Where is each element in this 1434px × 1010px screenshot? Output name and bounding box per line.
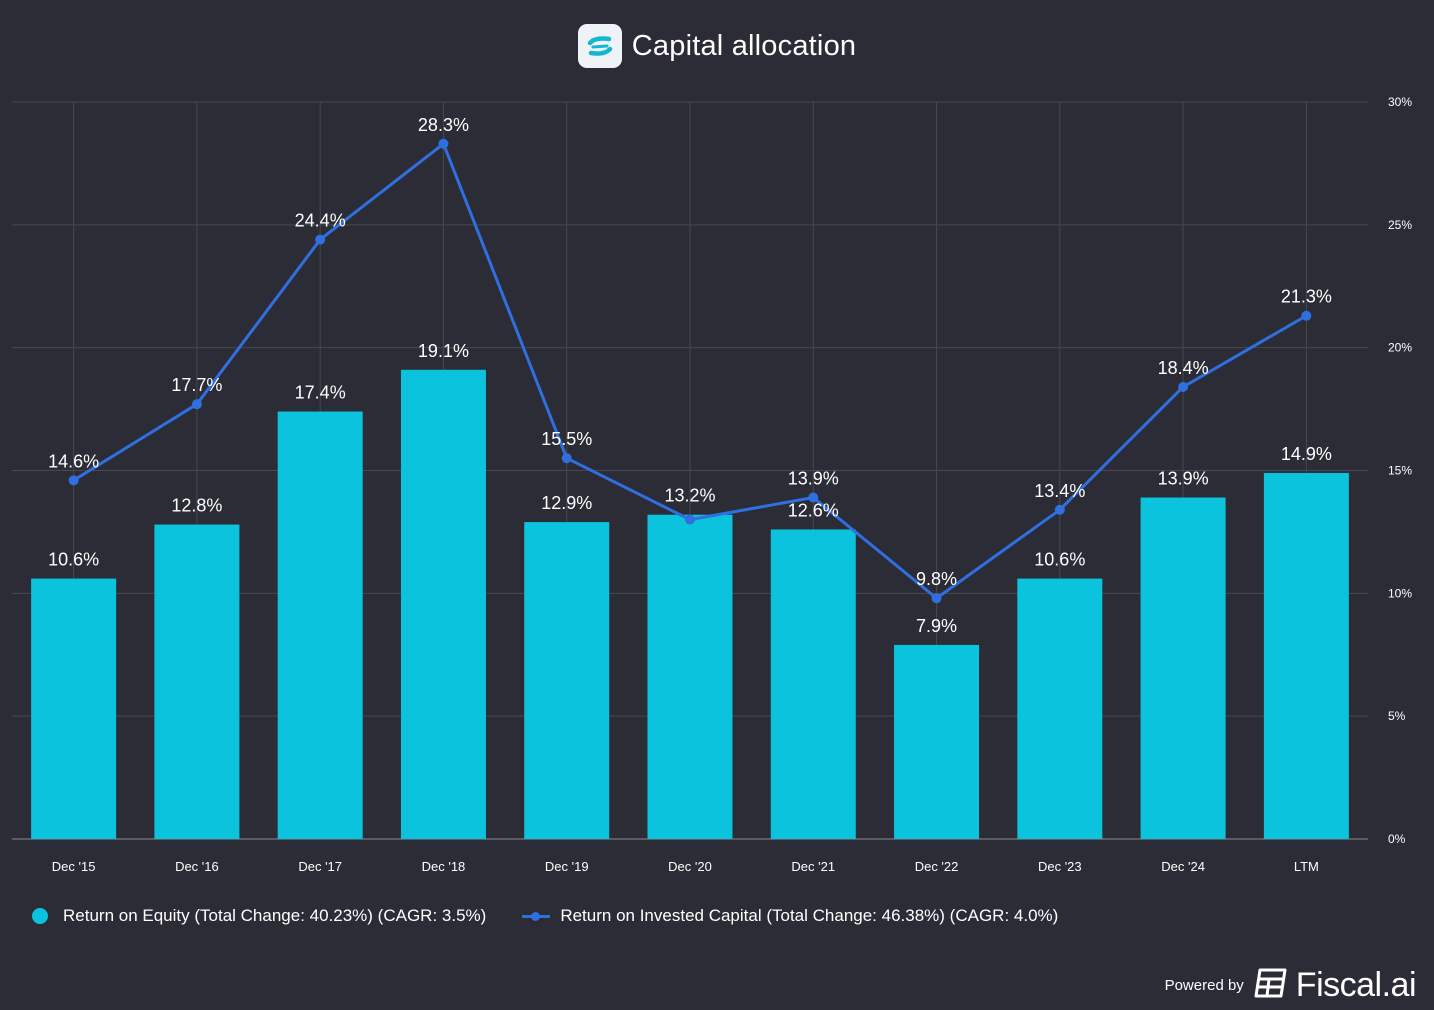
bar-data-label: 10.6% — [48, 550, 99, 570]
x-tick-label: Dec '15 — [52, 859, 96, 874]
line-data-label: 15.5% — [541, 429, 592, 449]
bar-data-label: 17.4% — [295, 383, 346, 403]
fiscal-brand-name: Fiscal.ai — [1295, 966, 1417, 1004]
fiscal-logo-icon — [577, 24, 622, 68]
bar — [1017, 578, 1103, 839]
line-data-label: 17.7% — [171, 375, 222, 395]
x-tick-label: Dec '16 — [175, 859, 219, 874]
legend-roe-label: Return on Equity (Total Change: 40.23%) … — [63, 906, 487, 925]
bar — [400, 369, 486, 839]
x-tick-label: Dec '17 — [298, 859, 342, 874]
line-point — [1178, 381, 1189, 392]
x-tick-label: Dec '21 — [791, 859, 835, 874]
bar — [894, 644, 980, 839]
x-tick-label: LTM — [1294, 859, 1319, 874]
powered-by[interactable]: Powered by Fiscal.ai — [1164, 966, 1417, 1005]
x-tick-label: Dec '20 — [668, 859, 712, 874]
legend-roic-line-icon — [522, 911, 551, 921]
legend-item-roe[interactable]: Return on Equity (Total Change: 40.23%) … — [32, 906, 486, 926]
y-tick-label: 20% — [1388, 341, 1412, 355]
chart-header: Capital allocation — [0, 24, 1434, 68]
bar-data-label: 12.6% — [788, 500, 839, 520]
bar-data-label: 13.2% — [664, 486, 715, 506]
bar-layer — [31, 369, 1349, 839]
bar-data-label: 12.9% — [541, 493, 592, 513]
legend-roic-label: Return on Invested Capital (Total Change… — [560, 906, 1059, 925]
x-tick-label: Dec '22 — [915, 859, 959, 874]
line-point — [191, 399, 202, 410]
line-data-label: 13.9% — [788, 469, 839, 489]
line-point — [561, 453, 572, 464]
line-point — [68, 475, 79, 486]
bar-data-label: 7.9% — [916, 616, 957, 636]
label-layer: 10.6% 12.8% 17.4% 19.1% 12.9% 13.2% 12.6% 7.9% 1… — [48, 115, 1332, 636]
y-tick-label: 0% — [1388, 832, 1406, 846]
x-tick-label: Dec '18 — [422, 859, 466, 874]
line-data-label: 28.3% — [418, 115, 469, 135]
y-tick-label: 15% — [1388, 464, 1412, 478]
legend-item-roic[interactable]: Return on Invested Capital (Total Change… — [522, 906, 1058, 926]
x-tick-label: Dec '23 — [1038, 859, 1082, 874]
bar-data-label: 10.6% — [1034, 550, 1085, 570]
x-tick-label: Dec '24 — [1161, 859, 1205, 874]
line-data-label: 24.4% — [295, 211, 346, 231]
line-data-label: 21.3% — [1281, 287, 1332, 307]
line-point — [685, 514, 695, 525]
legend-roe-dot-icon — [32, 908, 48, 924]
y-tick-label: 5% — [1388, 709, 1406, 723]
bar — [524, 522, 610, 839]
y-tick-label: 30% — [1388, 95, 1412, 109]
bar-data-label: 13.9% — [1158, 469, 1209, 489]
bar — [770, 529, 856, 839]
line-point — [808, 492, 819, 503]
chart-legend: Return on Equity (Total Change: 40.23%) … — [32, 906, 1094, 926]
bar-data-label: 19.1% — [418, 341, 469, 361]
bar — [154, 524, 240, 839]
line-point — [931, 593, 942, 604]
x-tick-label: Dec '19 — [545, 859, 589, 874]
bar-data-label: 14.9% — [1281, 444, 1332, 464]
line-layer — [68, 138, 1312, 604]
y-tick-label: 25% — [1388, 218, 1412, 232]
bar-data-label: 12.8% — [171, 496, 222, 516]
fiscal-brand-icon — [1254, 968, 1288, 1003]
line-point — [438, 138, 449, 149]
line-point — [1301, 310, 1312, 321]
line-point — [1054, 504, 1065, 515]
axis-layer: 0% 5% 10% 15% 20% 25% 30% Dec '15 Dec '16 Dec '17… — [52, 95, 1413, 874]
bar — [277, 411, 363, 839]
bar — [647, 514, 733, 839]
bar — [1140, 497, 1226, 839]
line-data-label: 18.4% — [1158, 358, 1209, 378]
bar — [1263, 472, 1349, 839]
powered-by-label: Powered by — [1164, 977, 1244, 994]
line-data-label: 14.6% — [48, 451, 99, 471]
y-tick-label: 10% — [1388, 586, 1412, 600]
line-data-label: 13.4% — [1034, 481, 1085, 501]
line-point — [315, 234, 326, 245]
line-data-label: 9.8% — [916, 569, 957, 589]
chart-title: Capital allocation — [631, 29, 857, 62]
bar — [31, 578, 117, 839]
